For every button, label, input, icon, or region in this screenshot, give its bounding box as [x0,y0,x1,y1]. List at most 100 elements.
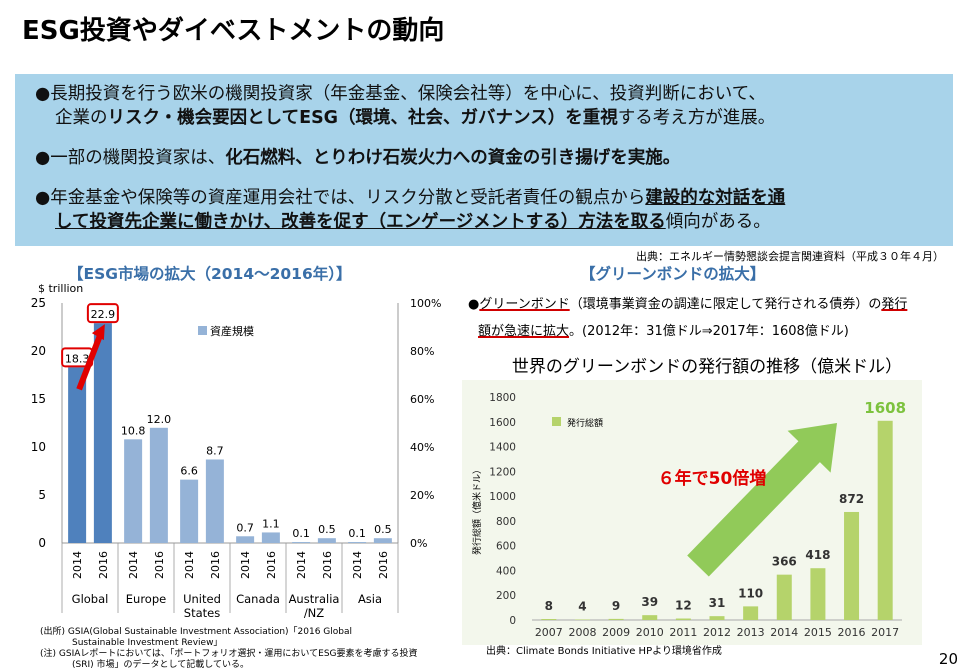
x-year-label: 2014 [183,551,196,579]
x-tick-label: 2007 [535,626,563,639]
y2-tick-label: 80% [410,345,434,358]
bar-united-states-2014 [180,479,199,543]
bullet-3-bold-2: して投資先企業に働きかけ、改善を促す（エンゲージメントする）方法を取る [55,212,666,232]
bullet-1-bold: リスク・機会要因としてESG（環境、社会、ガバナンス）を重視 [107,108,618,128]
x-group-label: Global [72,592,109,606]
legend-swatch [552,417,561,426]
y-tick-label: 400 [496,565,516,577]
x-group-label: United [183,592,221,606]
y-tick-label: 200 [496,590,516,602]
x-year-label: 2016 [321,551,334,579]
esg-market-chart: $ trillion 0 5 10 15 20 25 0% 20% 40% 60% 80% 100% 資産… [31,282,442,620]
bullet-1-line-2: 企業のリスク・機会要因としてESG（環境、社会、ガバナンス）を重視する考え方が進… [55,106,775,130]
y-tick-label: 1000 [489,491,516,503]
data-label: 0.5 [374,523,392,536]
y-tick-label: 25 [31,296,46,310]
bar-asia-2016 [373,538,392,543]
data-label: 6.6 [180,465,198,478]
data-label: 418 [805,548,830,562]
summary-box: ●長期投資を行う欧米の機関投資家（年金基金、保険会社等）を中心に、投資判断におい… [15,74,953,246]
y-axis-label: 発行総額（億米ドル） [471,465,483,555]
bar-2014 [776,574,792,620]
bar-2012 [709,616,725,620]
gb-mid: （環境事業資金の調達に限定して発行される債券）の [569,297,882,312]
x-tick-label: 2008 [568,626,596,639]
y-tick-label: 20 [31,344,46,358]
x-group-label: /NZ [304,606,324,620]
x-tick-label: 2011 [669,626,697,639]
bar-2010 [642,615,658,620]
bullet-3-bold-1: 建設的な対話を通 [645,188,786,208]
data-label: 0.5 [318,523,336,536]
note-source-1: (出所) GSIA(Global Sustainable Investment … [40,627,353,637]
bar-2007 [541,619,557,620]
y2-tick-label: 60% [410,393,434,406]
gb-chart-axes: 世界のグリーンボンドの発行額の推移（億米ドル） 0 200 400 600 800 1000… [471,357,902,627]
bar-australia-nz-2014 [292,542,311,543]
data-label: 8 [545,599,553,613]
data-label: 22.9 [91,308,116,321]
green-bond-desc-line-1: ●グリーンボンド（環境事業資金の調達に限定して発行される債券）の発行 [468,293,907,312]
x-year-label: 2014 [71,551,84,579]
x-year-label: 2014 [239,551,252,579]
growth-arrow [687,423,837,577]
bar-australia-nz-2016 [317,538,336,543]
data-label: 10.8 [121,424,146,437]
y-tick-label: 0 [38,536,46,550]
y2-tick-label: 0% [410,537,427,550]
bullet-1-post: する考え方が進展。 [617,108,776,128]
page-title: ESG投資やダイベストメントの動向 [22,16,445,46]
y-tick-label: 1200 [489,466,516,478]
x-group-label: Australia [289,592,340,606]
bar-2015 [810,568,826,620]
y-tick-label: 1800 [489,392,516,404]
y2-tick-label: 40% [410,441,434,454]
data-label: 0.1 [292,527,310,540]
legend-label: 発行総額 [567,417,603,429]
growth-arrow-head [91,324,105,341]
gb-post: 。(2012年：31億ドル⇒2017年：1608億ドル) [569,324,849,339]
highlight-box-2016 [86,303,119,324]
data-label: 0.1 [348,527,366,540]
bar-2013 [743,606,759,620]
x-year-label: 2016 [209,551,222,579]
gb-chart-x-labels: 2007 2008 2009 2010 2011 2012 2013 2014 2015 2016… [535,626,899,639]
x-tick-label: 2015 [804,626,832,639]
bar-2011 [675,618,691,620]
x-group-label: States [184,606,220,620]
x-tick-label: 2010 [636,626,664,639]
gb-chart-data-labels: 8 4 9 39 12 31 110 366 418 872 1608 ６年で50倍増 [545,399,906,614]
data-label: 1608 [864,399,906,417]
bullet-2-bold: 化石燃料、とりわけ石炭火力への資金の引き揚げを実施。 [225,148,681,168]
growth-arrow-shaft [76,332,104,391]
bar-canada-2014 [236,536,255,543]
legend-swatch [198,326,207,335]
bullet-3-line-2: して投資先企業に働きかけ、改善を促す（エンゲージメントする）方法を取る傾向がある… [55,210,771,234]
bullet-3-post: 傾向がある。 [665,212,771,232]
bar-global-2016 [93,323,112,543]
bar-2009 [608,618,624,620]
bar-europe-2014 [124,439,143,543]
x-year-label: 2014 [351,551,364,579]
gb-bullet: ● [468,297,480,312]
esg-chart-bars [68,323,392,543]
x-year-label: 2014 [127,551,140,579]
data-label: 110 [738,586,763,600]
bullet-3-pre: ●年金基金や保険等の資産運用会社では、リスク分散と受託者責任の観点から [35,188,646,208]
data-label: 366 [772,555,797,569]
x-tick-label: 2016 [838,626,866,639]
bullet-1-pre: 企業の [55,108,108,128]
note-caveat-1: (注) GSIAレポートにおいては、「ポートフォリオ選択・運用においてESG要素… [40,649,418,659]
x-tick-label: 2009 [602,626,630,639]
note-caveat-2: (SRI) 市場」のデータとして記載している。 [72,660,249,670]
y-tick-label: 1600 [489,417,516,429]
right-source-note: 出典：Climate Bonds Initiative HPより環境省作成 [486,646,722,657]
x-tick-label: 2012 [703,626,731,639]
data-label: 1.1 [262,517,280,530]
chart-title: 世界のグリーンボンドの発行額の推移（億米ドル） [512,357,902,377]
y-tick-label: 800 [496,516,516,528]
gb-underlined-3: 額が急速に拡大 [478,324,570,339]
bar-global-2014 [68,367,87,543]
x-group-label: Asia [358,592,382,606]
data-label: 31 [709,596,726,610]
